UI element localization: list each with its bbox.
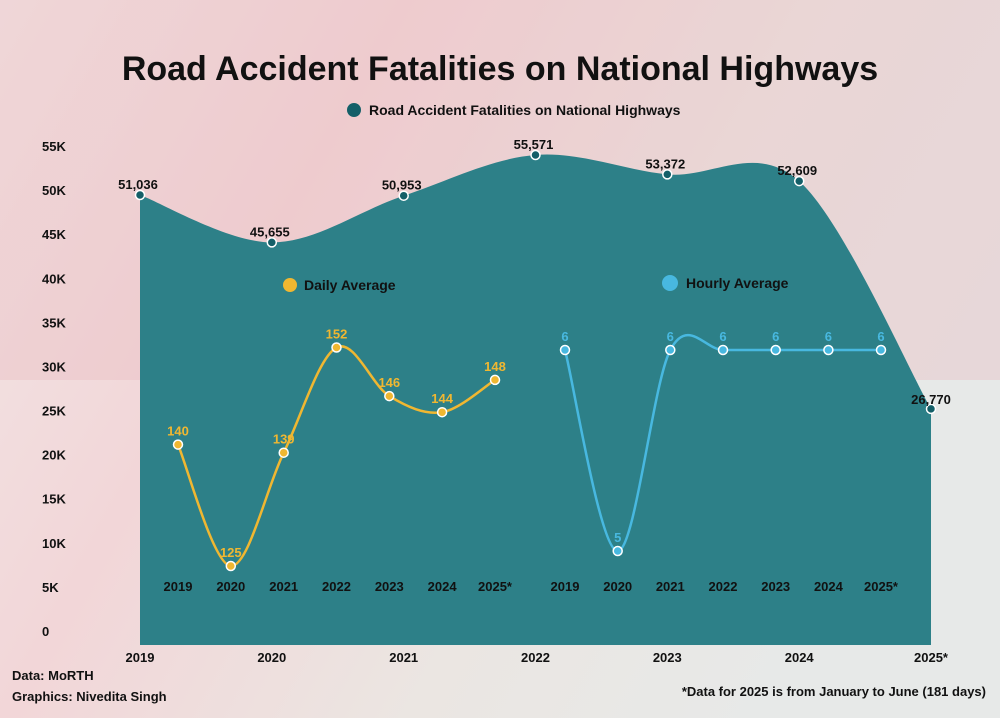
main-legend-label: Road Accident Fatalities on National Hig… <box>369 102 681 118</box>
y-axis: 0 5K 10K 15K 20K 25K 30K 35K 40K 45K 50K 55K <box>42 139 66 639</box>
hourly-point <box>823 344 834 356</box>
hourly-x-label: 2020 <box>603 579 632 594</box>
daily-x-label: 2022 <box>322 579 351 594</box>
hourly-value-label: 6 <box>561 329 568 344</box>
hourly-x-label: 2022 <box>709 579 738 594</box>
fatalities-value-label: 45,655 <box>250 224 290 239</box>
daily-value-label: 139 <box>273 432 295 447</box>
daily-x-label: 2020 <box>216 579 245 594</box>
fatalities-value-label: 53,372 <box>645 156 685 171</box>
x-axis: 2019 2020 2021 2022 2023 2024 2025* <box>126 650 949 665</box>
daily-point <box>384 390 395 402</box>
hourly-value-label: 6 <box>877 329 884 344</box>
daily-x-label: 2023 <box>375 579 404 594</box>
fatalities-point <box>134 189 146 201</box>
daily-point <box>331 342 342 353</box>
hourly-line <box>563 333 881 553</box>
fatalities-area <box>140 154 931 645</box>
main-legend-marker <box>347 103 361 117</box>
daily-point <box>225 560 237 572</box>
fatalities-point <box>530 149 541 161</box>
daily-x-label: 2025* <box>478 579 513 594</box>
y-tick-label: 50K <box>42 183 66 198</box>
y-tick-label: 20K <box>42 448 66 463</box>
daily-point <box>172 439 184 450</box>
fatalities-value-label: 52,609 <box>777 163 817 178</box>
fatalities-value-label: 55,571 <box>514 137 554 152</box>
y-tick-label: 15K <box>42 492 66 507</box>
daily-point <box>489 374 501 386</box>
hourly-value-label: 6 <box>719 329 726 344</box>
daily-value-label: 144 <box>431 391 453 406</box>
hourly-x-label: 2025* <box>864 579 899 594</box>
x-tick-label: 2020 <box>257 650 286 665</box>
daily-x-label: 2024 <box>428 579 458 594</box>
fatalities-markers: 51,036 45,655 50,953 55,571 53,372 52,609 26,7… <box>118 137 951 415</box>
y-tick-label: 40K <box>42 271 66 286</box>
x-tick-label: 2023 <box>653 650 682 665</box>
hourly-legend-marker <box>662 275 678 291</box>
fatalities-point <box>398 190 409 201</box>
x-tick-label: 2021 <box>389 650 418 665</box>
hourly-point <box>612 545 623 557</box>
x-tick-label: 2022 <box>521 650 550 665</box>
y-tick-label: 30K <box>42 360 66 375</box>
data-source: Data: MoRTH <box>12 668 94 683</box>
x-tick-label: 2025* <box>914 650 949 665</box>
daily-point <box>436 406 448 418</box>
daily-x-label: 2021 <box>269 579 298 594</box>
hourly-point <box>559 344 571 356</box>
daily-value-label: 148 <box>484 359 506 374</box>
daily-value-label: 146 <box>378 375 400 390</box>
daily-legend-marker <box>283 278 297 292</box>
hourly-value-label: 5 <box>614 530 621 545</box>
y-tick-label: 35K <box>42 315 66 330</box>
x-tick-label: 2019 <box>126 650 155 665</box>
hourly-value-label: 6 <box>667 329 674 344</box>
footnote: *Data for 2025 is from January to June (… <box>681 684 986 699</box>
daily-x-label: 2019 <box>164 579 193 594</box>
daily-value-label: 140 <box>167 424 189 439</box>
hourly-average-series: 6 5 6 6 6 6 6 2019 2020 2021 2022 2023 2024 2025* <box>551 329 899 594</box>
hourly-legend-label: Hourly Average <box>686 275 789 291</box>
y-tick-label: 0 <box>42 624 49 639</box>
graphics-credit: Graphics: Nivedita Singh <box>12 689 167 704</box>
y-tick-label: 45K <box>42 227 66 242</box>
y-tick-label: 10K <box>42 536 66 551</box>
fatalities-point <box>925 403 937 415</box>
fatalities-point <box>793 175 805 187</box>
fatalities-value-label: 50,953 <box>382 178 422 193</box>
hourly-x-label: 2019 <box>551 579 580 594</box>
hourly-x-label: 2023 <box>761 579 790 594</box>
hourly-point <box>875 344 887 356</box>
fatalities-value-label: 26,770 <box>911 392 951 407</box>
chart-title: Road Accident Fatalities on National Hig… <box>122 50 878 88</box>
daily-average-series: 140 125 139 152 146 144 148 2019 2020 2021 2022 202… <box>164 327 513 595</box>
daily-value-label: 125 <box>220 545 242 560</box>
hourly-point <box>770 344 781 356</box>
daily-legend-label: Daily Average <box>304 277 396 293</box>
y-tick-label: 25K <box>42 404 66 419</box>
hourly-x-label: 2024 <box>814 579 844 594</box>
fatalities-point <box>662 169 673 180</box>
x-tick-label: 2024 <box>785 650 815 665</box>
hourly-value-label: 6 <box>825 329 832 344</box>
hourly-value-label: 6 <box>772 329 779 344</box>
fatalities-value-label: 51,036 <box>118 177 158 192</box>
daily-point <box>278 447 289 458</box>
hourly-x-label: 2021 <box>656 579 685 594</box>
hourly-point <box>717 344 729 356</box>
y-tick-label: 5K <box>42 580 59 595</box>
y-tick-label: 55K <box>42 139 66 154</box>
hourly-point <box>665 344 676 356</box>
fatalities-point <box>266 237 278 248</box>
daily-value-label: 152 <box>326 327 348 342</box>
